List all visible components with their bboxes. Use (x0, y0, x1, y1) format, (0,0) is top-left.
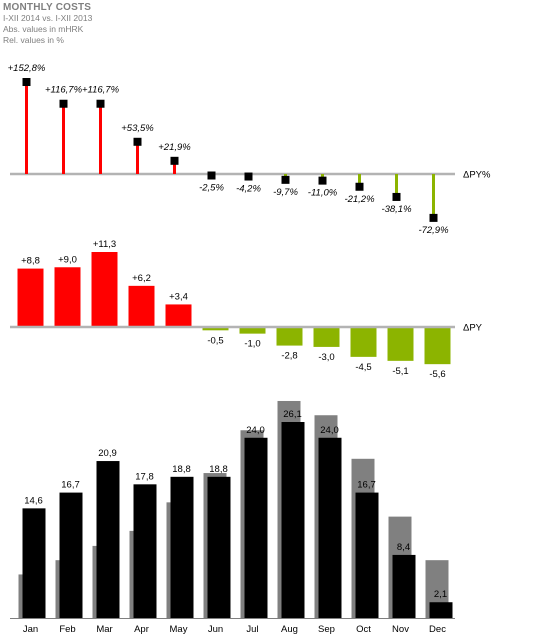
abs-bar-aug (276, 327, 303, 346)
cur-bar-oct (355, 492, 379, 618)
abs-label-may: +3,4 (169, 291, 188, 302)
abs-bar-oct (350, 327, 377, 357)
abs-bar-feb (54, 267, 81, 327)
cur-bar-may (170, 476, 194, 618)
abs-bar-mar (91, 252, 118, 327)
cur-bar-apr (133, 484, 157, 618)
cur-bar-mar (96, 461, 120, 618)
rel-marker-aug (281, 175, 290, 184)
cur-label-oct: 16,7 (357, 480, 376, 491)
abs-label-jul: -1,0 (244, 339, 260, 350)
cur-label-sep: 24,0 (320, 425, 339, 436)
cur-label-aug: 26,1 (283, 409, 302, 420)
cur-bar-sep (318, 437, 342, 618)
cur-label-mar: 20,9 (98, 448, 117, 459)
cur-bar-feb (59, 492, 83, 618)
x-label-jan: Jan (23, 624, 38, 635)
rel-label-jul: -4,2% (236, 184, 261, 195)
x-label-jul: Jul (246, 624, 258, 635)
cur-label-apr: 17,8 (135, 471, 154, 482)
cur-bar-aug (281, 422, 305, 618)
abs-bar-jul (239, 327, 266, 334)
rel-marker-may (170, 156, 179, 165)
abs-bar-may (165, 304, 192, 327)
abs-unit-note: Abs. values in mHRK (3, 24, 84, 34)
abs-label-jan: +8,8 (21, 256, 40, 267)
rel-marker-jan (22, 78, 31, 86)
cur-label-dec: 2,1 (434, 589, 447, 600)
abs-label-oct: -4,5 (355, 362, 371, 373)
rel-label-apr: +53,5% (121, 123, 154, 134)
rel-label-sep: -11,0% (308, 188, 338, 199)
abs-axis-label: ΔPY (463, 323, 483, 334)
rel-marker-dec (429, 213, 438, 222)
cur-label-jun: 18,8 (209, 464, 228, 475)
cur-label-feb: 16,7 (61, 480, 80, 491)
chart-header: MONTHLY COSTS I-XII 2014 vs. I-XII 2013 … (3, 2, 92, 46)
x-label-dec: Dec (429, 624, 446, 635)
abs-label-mar: +11,3 (93, 239, 116, 250)
cur-label-may: 18,8 (172, 464, 191, 475)
x-label-may: May (170, 624, 188, 635)
rel-marker-nov (392, 192, 401, 201)
rel-label-oct: -21,2% (344, 194, 375, 205)
relative-deviation-panel: ΔPY% +152,8% +116,7% +116,7% +53,5% +21,9% -2,… (8, 63, 491, 236)
abs-label-nov: -5,1 (392, 366, 408, 377)
x-label-sep: Sep (318, 624, 335, 635)
rel-axis-label: ΔPY% (463, 170, 491, 181)
rel-label-aug: -9,7% (273, 187, 298, 198)
x-axis-labels: Jan Feb Mar Apr May Jun Jul Aug Sep Oct Nov Dec (23, 624, 446, 635)
cur-label-nov: 8,4 (397, 542, 410, 553)
x-label-feb: Feb (59, 624, 75, 635)
cur-label-jan: 14,6 (24, 495, 43, 506)
period-subtitle: I-XII 2014 vs. I-XII 2013 (3, 13, 93, 23)
rel-marker-apr (133, 137, 142, 146)
abs-label-sep: -3,0 (318, 352, 334, 363)
rel-label-jun: -2,5% (199, 183, 224, 194)
absolute-deviation-panel: +8,8 +9,0 +11,3 +6,2 +3,4 -0,5 -1,0 -2,8 -3,0 -4,… (10, 239, 483, 380)
abs-label-dec: -5,6 (429, 369, 445, 380)
chart-title: MONTHLY COSTS (3, 2, 92, 13)
rel-marker-sep (318, 176, 327, 185)
cur-bar-jan (22, 508, 46, 618)
x-label-aug: Aug (281, 624, 298, 635)
rel-marker-jun (207, 171, 216, 180)
abs-label-feb: +9,0 (58, 254, 77, 265)
x-label-nov: Nov (392, 624, 409, 635)
cur-bar-jul (244, 437, 268, 618)
rel-marker-mar (96, 99, 105, 108)
rel-marker-jul (244, 172, 253, 181)
cur-bar-jun (207, 476, 231, 618)
x-label-mar: Mar (96, 624, 112, 635)
abs-label-aug: -2,8 (281, 351, 297, 362)
rel-label-dec: -72,9% (418, 225, 449, 236)
rel-marker-oct (355, 182, 364, 191)
abs-label-jun: -0,5 (207, 335, 223, 346)
rel-label-nov: -38,1% (381, 204, 412, 215)
x-label-oct: Oct (356, 624, 371, 635)
rel-label-mar: +116,7% (82, 85, 120, 96)
abs-bar-apr (128, 285, 155, 327)
abs-bar-jun (202, 327, 229, 331)
abs-bar-jan (17, 268, 44, 327)
monthly-costs-panel: 14,6 16,7 20,9 17,8 18,8 18,8 24,0 26,1 24,0 16,7… (10, 400, 455, 619)
cur-bar-nov (392, 554, 416, 618)
rel-marker-feb (59, 99, 68, 108)
cur-bar-dec (429, 602, 453, 618)
rel-label-jan: +152,8% (8, 63, 46, 74)
rel-label-feb: +116,7% (45, 85, 83, 96)
x-label-jun: Jun (208, 624, 223, 635)
cur-label-jul: 24,0 (246, 425, 265, 436)
abs-bar-nov (387, 327, 414, 361)
rel-unit-note: Rel. values in % (3, 35, 64, 45)
abs-label-apr: +6,2 (132, 273, 151, 284)
rel-label-may: +21,9% (158, 142, 191, 153)
x-label-apr: Apr (134, 624, 149, 635)
abs-bar-dec (424, 327, 451, 365)
abs-bar-sep (313, 327, 340, 347)
